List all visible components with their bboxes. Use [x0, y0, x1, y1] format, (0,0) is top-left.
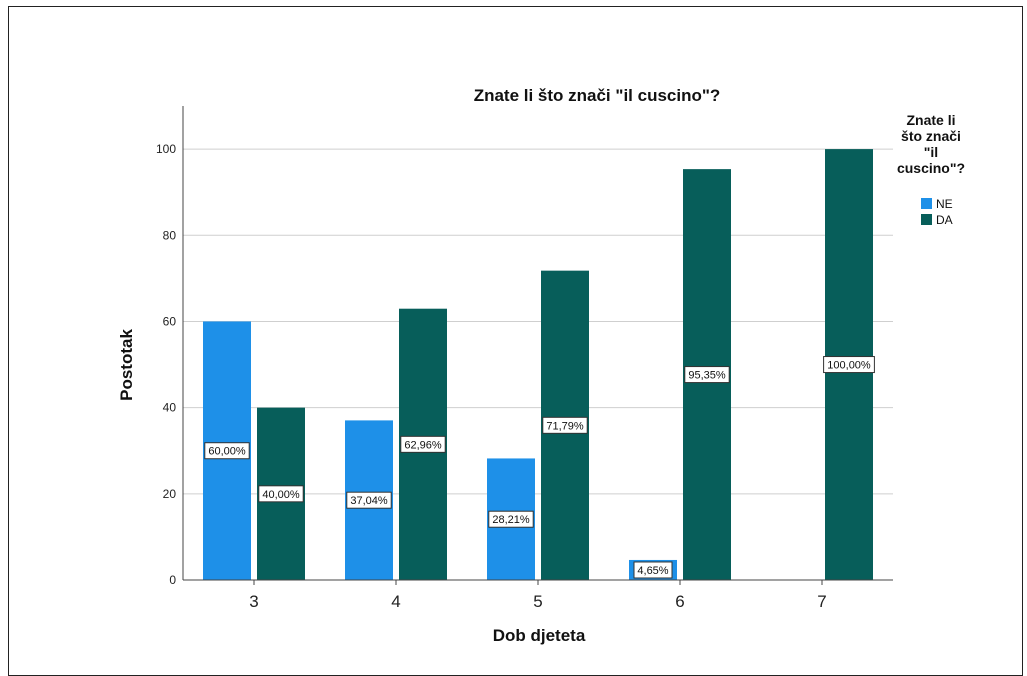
data-label-text: 28,21% [492, 514, 530, 526]
data-label-box [633, 561, 673, 579]
legend-title-line: što znači [901, 128, 961, 144]
legend-swatch-ne [921, 198, 932, 209]
data-label-box [258, 485, 304, 503]
bars [203, 149, 873, 581]
y-axis-label: Postotak [117, 329, 136, 401]
data-label-box [684, 366, 730, 384]
legend-title-line: cuscino"? [897, 160, 965, 176]
data-labels: 60,00% 40,00% 37,04% 62,96% 28,21% 71,79% 4,65… [204, 356, 875, 579]
data-label-ne: 4,65% [633, 561, 673, 579]
data-label-text: 4,65% [637, 565, 668, 577]
axes: 0 20 40 60 80 100 3 4 5 6 7 [156, 106, 893, 611]
data-label-box [346, 491, 392, 509]
data-label-box [823, 356, 875, 374]
data-label-ne: 37,04% [346, 491, 392, 509]
data-label-box [204, 442, 250, 460]
y-tick-label: 40 [163, 401, 177, 415]
x-tick-label: 6 [675, 592, 684, 611]
data-label-da: 40,00% [258, 485, 304, 503]
legend-label-ne: NE [936, 197, 953, 211]
y-tick-label: 60 [163, 314, 177, 328]
data-label-da: 100,00% [823, 356, 875, 374]
data-label-text: 40,00% [262, 489, 300, 501]
data-label-text: 62,96% [404, 439, 442, 451]
legend-title-line: Znate li [906, 112, 955, 128]
legend-title-line: "il [924, 144, 938, 160]
data-label-text: 95,35% [688, 370, 726, 382]
data-label-text: 60,00% [208, 446, 246, 458]
data-label-ne: 60,00% [204, 442, 250, 460]
data-label-box [400, 435, 446, 453]
x-tick-label: 3 [249, 592, 258, 611]
data-label-text: 71,79% [546, 420, 584, 432]
data-label-da: 71,79% [542, 416, 588, 434]
x-tick-label: 7 [817, 592, 826, 611]
y-tick-label: 80 [163, 228, 177, 242]
legend-label-da: DA [936, 213, 953, 227]
x-tick-label: 5 [533, 592, 542, 611]
data-label-box [542, 416, 588, 434]
y-tick-label: 100 [156, 142, 176, 156]
x-axis-label: Dob djeteta [493, 626, 586, 645]
data-label-da: 62,96% [400, 435, 446, 453]
data-label-box [488, 510, 534, 528]
data-label-text: 100,00% [827, 360, 871, 372]
chart-title: Znate li što znači "il cuscino"? [474, 86, 721, 105]
legend-swatch-da [921, 214, 932, 225]
y-tick-label: 20 [163, 487, 177, 501]
data-label-da: 95,35% [684, 366, 730, 384]
y-tick-label: 0 [169, 573, 176, 587]
data-label-ne: 28,21% [488, 510, 534, 528]
data-label-text: 37,04% [350, 495, 388, 507]
x-tick-label: 4 [391, 592, 400, 611]
